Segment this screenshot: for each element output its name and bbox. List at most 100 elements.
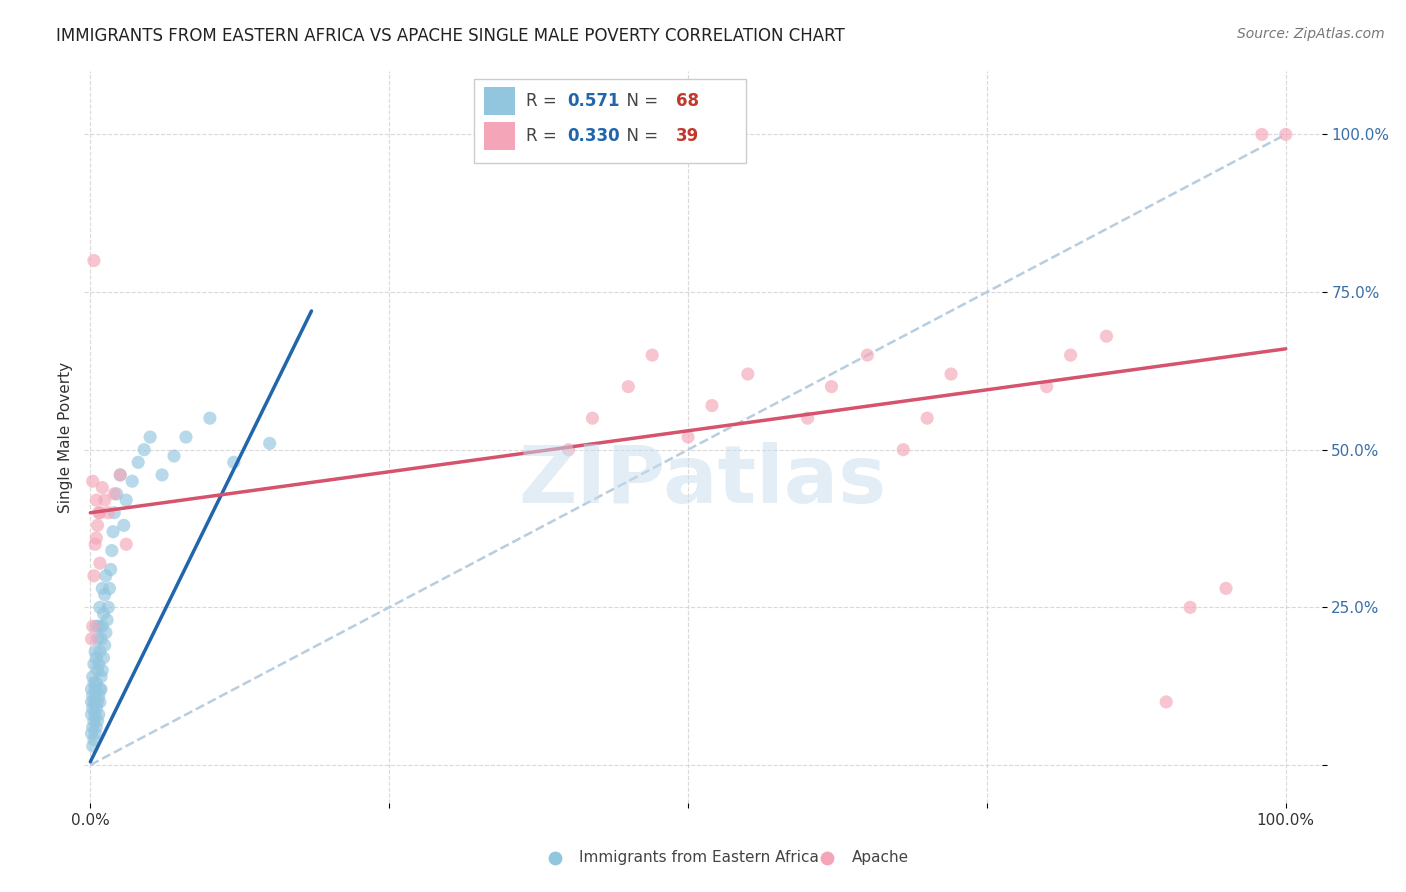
Point — [83, 569, 105, 583]
Point — [87, 506, 110, 520]
Point — [84, 682, 107, 697]
Point — [87, 689, 110, 703]
Point — [90, 682, 112, 697]
Text: 0.571: 0.571 — [567, 93, 620, 111]
Point — [259, 436, 281, 450]
Point — [91, 619, 114, 633]
Point — [1274, 128, 1296, 142]
Point — [80, 632, 103, 646]
Point — [86, 518, 108, 533]
Point — [94, 569, 117, 583]
Point — [1215, 582, 1237, 596]
Point — [89, 644, 111, 658]
Point — [83, 253, 105, 268]
FancyBboxPatch shape — [484, 122, 515, 150]
Point — [89, 695, 111, 709]
Text: IMMIGRANTS FROM EASTERN AFRICA VS APACHE SINGLE MALE POVERTY CORRELATION CHART: IMMIGRANTS FROM EASTERN AFRICA VS APACHE… — [56, 27, 845, 45]
Point — [83, 676, 105, 690]
Point — [93, 638, 115, 652]
Point — [163, 449, 186, 463]
Point — [86, 664, 108, 678]
Point — [112, 518, 135, 533]
Point — [97, 600, 120, 615]
Point — [891, 442, 914, 457]
Point — [103, 487, 125, 501]
Point — [222, 455, 245, 469]
Point — [82, 619, 104, 633]
Point — [1095, 329, 1118, 343]
Point — [83, 732, 105, 747]
Point — [82, 670, 104, 684]
Point — [82, 739, 104, 753]
Text: ZIPatlas: ZIPatlas — [519, 442, 887, 520]
Point — [105, 487, 128, 501]
Point — [83, 714, 105, 728]
Point — [97, 506, 120, 520]
Point — [98, 582, 121, 596]
Point — [110, 467, 132, 482]
Point — [617, 379, 640, 393]
FancyBboxPatch shape — [474, 78, 747, 163]
Point — [1035, 379, 1057, 393]
Point — [1178, 600, 1201, 615]
Point — [86, 695, 108, 709]
Point — [127, 455, 149, 469]
Point — [93, 607, 115, 621]
Point — [93, 650, 115, 665]
Point — [80, 707, 103, 722]
Point — [80, 726, 103, 740]
Point — [84, 707, 107, 722]
Point — [86, 720, 108, 734]
Point — [557, 442, 579, 457]
FancyBboxPatch shape — [484, 87, 515, 115]
Point — [115, 537, 138, 551]
Text: Immigrants from Eastern Africa: Immigrants from Eastern Africa — [579, 850, 820, 865]
Point — [737, 367, 759, 381]
Point — [856, 348, 879, 362]
Point — [93, 588, 115, 602]
Point — [115, 493, 138, 508]
Point — [121, 474, 143, 488]
Text: Source: ZipAtlas.com: Source: ZipAtlas.com — [1237, 27, 1385, 41]
Point — [91, 664, 114, 678]
Point — [150, 467, 173, 482]
Point — [641, 348, 664, 362]
Point — [91, 481, 114, 495]
Point — [91, 582, 114, 596]
Point — [86, 676, 108, 690]
Text: 39: 39 — [676, 127, 699, 145]
Text: N =: N = — [616, 127, 664, 145]
Point — [796, 805, 818, 820]
Text: 0.330: 0.330 — [567, 127, 620, 145]
Point — [90, 670, 112, 684]
Point — [87, 619, 110, 633]
Point — [87, 657, 110, 671]
Point — [103, 506, 125, 520]
Point — [84, 537, 107, 551]
Point — [86, 650, 108, 665]
Point — [90, 632, 112, 646]
Point — [82, 701, 104, 715]
Text: 68: 68 — [676, 93, 699, 111]
Point — [134, 442, 156, 457]
Point — [700, 399, 723, 413]
Point — [94, 625, 117, 640]
Text: R =: R = — [526, 93, 562, 111]
Text: Apache: Apache — [852, 850, 908, 865]
Point — [84, 644, 107, 658]
Point — [1154, 695, 1177, 709]
Point — [86, 701, 108, 715]
Text: N =: N = — [616, 93, 664, 111]
Point — [100, 562, 122, 576]
Y-axis label: Single Male Poverty: Single Male Poverty — [58, 361, 73, 513]
Point — [83, 657, 105, 671]
Point — [86, 493, 108, 508]
Point — [174, 430, 197, 444]
Point — [93, 493, 115, 508]
Point — [80, 682, 103, 697]
Point — [89, 506, 111, 520]
Point — [87, 707, 110, 722]
Point — [89, 682, 111, 697]
Point — [82, 689, 104, 703]
Point — [139, 430, 162, 444]
